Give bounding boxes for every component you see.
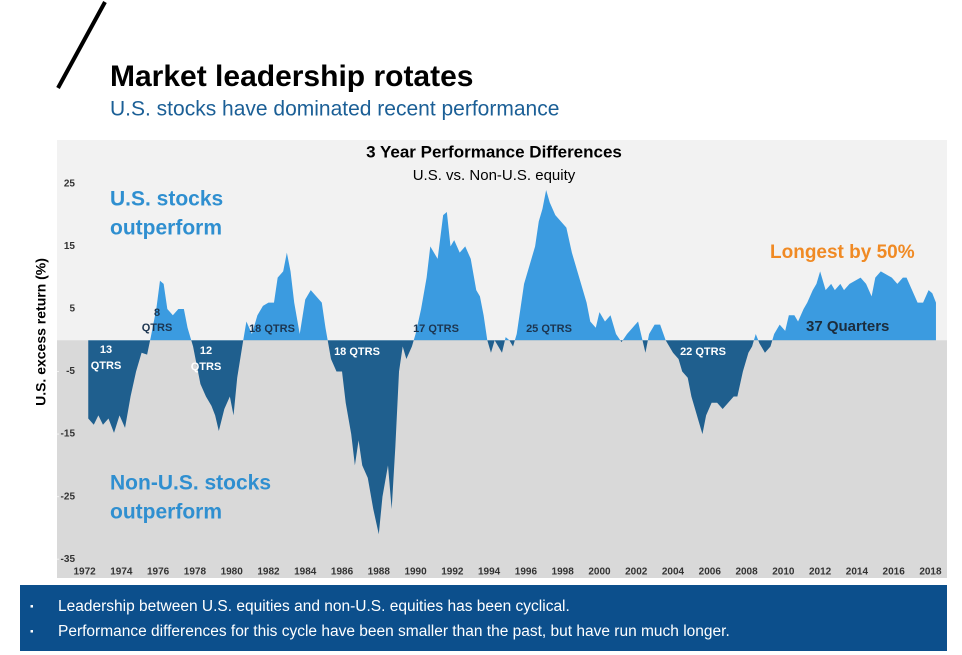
footer-box bbox=[20, 585, 947, 651]
x-tick-label: 1996 bbox=[515, 567, 538, 578]
y-tick-label: -25 bbox=[61, 491, 76, 502]
x-tick-label: 1976 bbox=[147, 567, 170, 578]
annotation: QTRS bbox=[91, 360, 122, 372]
annotation: 22 QTRS bbox=[680, 346, 726, 358]
x-tick-label: 1980 bbox=[221, 567, 244, 578]
slash bbox=[56, 1, 107, 89]
y-tick-label: -15 bbox=[61, 429, 76, 440]
x-tick-label: 2006 bbox=[699, 567, 722, 578]
x-tick-label: 1978 bbox=[184, 567, 207, 578]
upper-bg bbox=[57, 140, 947, 341]
bullet: ▪ bbox=[30, 602, 34, 613]
x-tick-label: 2002 bbox=[625, 567, 648, 578]
annotation: Longest by 50% bbox=[770, 242, 915, 263]
annotation: outperform bbox=[110, 501, 222, 524]
x-tick-label: 1990 bbox=[404, 567, 427, 578]
area-positive bbox=[150, 190, 936, 341]
x-tick-label: 1988 bbox=[368, 567, 391, 578]
x-tick-label: 1998 bbox=[552, 567, 575, 578]
bullet: ▪ bbox=[30, 627, 34, 638]
bullet-text: Performance differences for this cycle h… bbox=[58, 623, 730, 640]
x-tick-label: 2004 bbox=[662, 567, 685, 578]
chart-title: 3 Year Performance Differences bbox=[366, 142, 622, 161]
annotation: outperform bbox=[110, 217, 222, 240]
x-tick-label: 1986 bbox=[331, 567, 354, 578]
annotation: 18 QTRS bbox=[249, 323, 295, 335]
x-tick-label: 2010 bbox=[772, 567, 795, 578]
y-tick-label: -35 bbox=[61, 554, 76, 565]
annotation: 25 QTRS bbox=[526, 323, 572, 335]
x-tick-label: 2016 bbox=[883, 567, 906, 578]
annotation: QTRS bbox=[142, 322, 173, 334]
x-tick-label: 2000 bbox=[588, 567, 611, 578]
x-tick-label: 1992 bbox=[441, 567, 464, 578]
chart-subtitle: U.S. vs. Non-U.S. equity bbox=[413, 167, 576, 184]
y-tick-label: 15 bbox=[64, 241, 76, 252]
x-tick-label: 1994 bbox=[478, 567, 501, 578]
x-tick-label: 1982 bbox=[257, 567, 280, 578]
x-tick-label: 1974 bbox=[110, 567, 133, 578]
annotation: 37 Quarters bbox=[806, 318, 889, 335]
lower-bg bbox=[57, 340, 947, 578]
x-tick-label: 2008 bbox=[735, 567, 758, 578]
annotation: 13 bbox=[100, 344, 112, 356]
y-tick-label: 5 bbox=[69, 304, 75, 315]
annotation: Non-U.S. stocks bbox=[110, 472, 271, 495]
annotation: 17 QTRS bbox=[413, 323, 459, 335]
title: Market leadership rotates bbox=[110, 60, 473, 93]
annotation: 8 bbox=[154, 307, 160, 319]
x-tick-label: 1984 bbox=[294, 567, 317, 578]
y-axis-label: U.S. excess return (%) bbox=[33, 258, 49, 406]
subtitle: U.S. stocks have dominated recent perfor… bbox=[110, 98, 559, 121]
annotation: 18 QTRS bbox=[334, 346, 380, 358]
x-tick-label: 2018 bbox=[919, 567, 942, 578]
x-tick-label: 1972 bbox=[73, 567, 96, 578]
annotation: 12 bbox=[200, 345, 212, 357]
bullet-text: Leadership between U.S. equities and non… bbox=[58, 598, 570, 615]
area-negative bbox=[88, 340, 936, 535]
annotation: U.S. stocks bbox=[110, 188, 223, 211]
x-tick-label: 2012 bbox=[809, 567, 832, 578]
y-tick-label: -5 bbox=[66, 366, 75, 377]
annotation: QTRS bbox=[191, 361, 222, 373]
y-tick-label: 25 bbox=[64, 178, 76, 189]
chart: 25 15 5 -5 -15 -25 -35 1972 1974 1976 1978 1980 1982… bbox=[33, 140, 947, 578]
x-tick-label: 2014 bbox=[846, 567, 869, 578]
